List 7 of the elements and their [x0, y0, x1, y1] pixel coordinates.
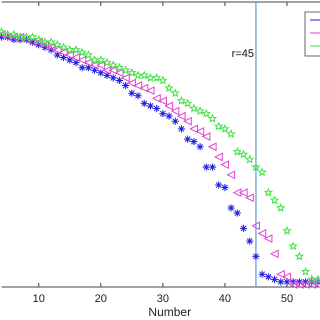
x-tick-label: 50 [280, 293, 294, 305]
x-tick-label: 10 [32, 293, 45, 305]
x-tick-label: 40 [218, 293, 232, 305]
x-tick-label: 20 [94, 293, 107, 305]
x-tick-label: 30 [156, 293, 169, 305]
x-axis-title: Number [148, 305, 192, 319]
ref-line-label: r=45 [232, 48, 254, 60]
